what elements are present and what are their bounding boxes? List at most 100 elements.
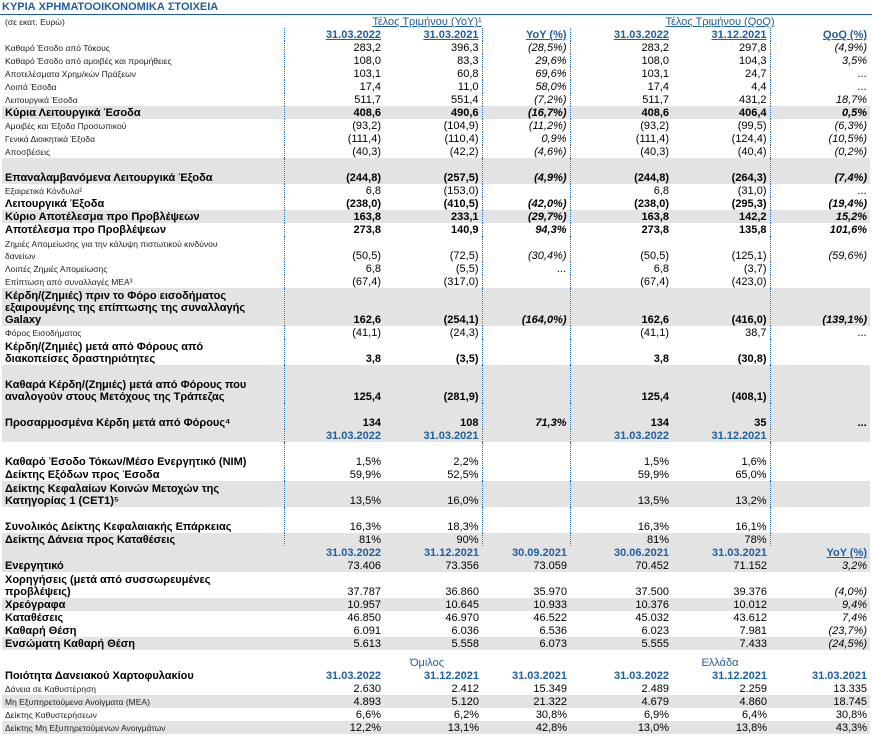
value-cell	[770, 442, 870, 468]
value-cell	[770, 507, 870, 533]
value-cell: (264,3)	[672, 158, 771, 184]
value-cell: ...	[857, 81, 868, 93]
label-text: Γενικά Διοικητικά Έξοδα	[5, 134, 96, 144]
value-cell: (238,0)	[283, 197, 384, 210]
value-cell: (111,4)	[283, 132, 384, 145]
value-cell	[482, 184, 570, 197]
value-cell: 163,8	[283, 210, 384, 223]
row-label: Δείκτης Καθυστερήσεων	[2, 708, 284, 721]
table-row: Ενεργητικό 73.406 73.356 73.059 70.452 71.152…	[2, 559, 871, 572]
value-cell: 10.933	[482, 598, 571, 611]
column-header	[482, 429, 571, 442]
value-cell: 6.036	[451, 625, 479, 637]
value-cell: 45.032	[635, 612, 670, 624]
column-header: 31.12.2021	[672, 28, 771, 41]
value-cell: 10.012	[672, 598, 771, 611]
label-text: Επαναλαμβανόμενα Λειτουργικά Έξοδα	[5, 172, 213, 184]
column-header: 31.12.2021	[423, 670, 479, 682]
column-header: 30.06.2021	[570, 546, 673, 559]
column-header: 31.03.2021	[384, 429, 483, 442]
value-cell: 104,3	[672, 54, 771, 67]
value-cell: 38,7	[672, 326, 771, 339]
label-text: Εξαιρετικά Κόνδυλα²	[5, 186, 83, 196]
value-cell: 4.679	[570, 695, 673, 708]
value-cell: 6,8	[569, 262, 673, 275]
label-text: Δείκτης Δάνεια προς Καταθέσεις	[5, 534, 176, 546]
value-cell: 30,8%	[835, 709, 868, 721]
value-cell: 6,4%	[741, 709, 768, 721]
column-header: 31.03.2022	[283, 429, 384, 442]
value-cell: 94,3%	[535, 224, 567, 236]
row-label: Κύριο Αποτέλεσμα προ Προβλέψεων	[2, 210, 284, 223]
value-cell: 135,8	[672, 223, 771, 236]
value-cell: 4,4	[672, 80, 771, 93]
label-text: Αποτελέσματα Χρημ/κών Πράξεων	[5, 69, 137, 79]
value-cell: 39.376	[733, 586, 768, 598]
value-cell: (29,7%)	[482, 210, 571, 223]
value-cell: 13,8%	[672, 721, 771, 734]
label-text: Αποτέλεσμα προ Προβλέψεων	[5, 224, 166, 236]
row-label: Ζημιές Απομείωσης για την κάλυψη πιστωτι…	[2, 236, 284, 262]
value-cell: 3,5%	[841, 55, 868, 67]
label-text: Δάνεια σε Καθυστέρηση	[5, 684, 96, 694]
column-header: 31.03.2022	[284, 546, 384, 559]
value-cell: (416,0)	[672, 288, 771, 326]
row-label: Προσαρμοσμένα Κέρδη μετά από Φόρους⁴	[2, 403, 284, 429]
value-cell: 6,2%	[453, 709, 479, 721]
value-cell: (50,5)	[569, 236, 673, 262]
row-label: Δείκτης Εξόδων προς Έσοδα	[2, 468, 284, 481]
table-row: Καθαρό Έσοδο Τόκων/Μέσο Ενεργητικό (NIM)…	[2, 442, 870, 468]
row-label: Επίπτωση από συναλλαγές ΜΕΑ³	[2, 275, 284, 288]
row-label: Καθαρά Κέρδη/(Ζημιές) μετά από Φόρους πο…	[2, 365, 284, 403]
value-cell: 18,7%	[835, 94, 868, 106]
value-cell: (10,5%)	[828, 133, 868, 145]
row-label: Κέρδη/(Ζημιές) πριν το Φόρο εισοδήματος …	[2, 288, 284, 326]
value-cell: 24,7	[672, 67, 771, 80]
value-cell: 6.091	[353, 625, 381, 637]
label-text: Επίπτωση από συναλλαγές ΜΕΑ³	[5, 277, 133, 287]
value-cell: (19,4%)	[828, 198, 868, 210]
value-cell: 511,7	[283, 93, 384, 106]
row-label: Καταθέσεις	[2, 611, 284, 624]
value-cell: 17,4	[569, 80, 673, 93]
table-row: Ποιότητα Δανειακού Χαρτοφυλακίου 31.03.20…	[2, 669, 870, 682]
value-cell: 12,2%	[284, 721, 384, 734]
value-cell: 18,3%	[384, 507, 483, 533]
value-cell: 13,1%	[384, 721, 482, 734]
value-cell: 103,1	[283, 67, 384, 80]
table-row: Ενσώματη Καθαρή Θέση 5.613 5.558 6.073 5.555…	[2, 637, 871, 650]
value-cell: (257,5)	[384, 158, 483, 184]
value-cell: 73.059	[482, 559, 571, 572]
value-cell: (238,0)	[569, 197, 673, 210]
table-row: 31.03.2022 31.03.2021 31.03.2022 31.12.2021	[2, 429, 871, 442]
label-text: Κύρια Λειτουργικά Έσοδα	[5, 107, 141, 119]
value-cell: 59,9%	[283, 468, 384, 481]
value-cell: 5.555	[570, 637, 673, 650]
value-cell: 65,0%	[672, 468, 771, 481]
value-cell: 6.536	[539, 625, 568, 637]
label-text: Δείκτης Κεφαλαίων Κοινών Μετοχών της Κατ…	[5, 483, 220, 507]
row-label: Δείκτης Δάνεια προς Καταθέσεις	[2, 533, 284, 546]
table-row: Γενικά Διοικητικά Έξοδα (111,4) (110,4) 0,9…	[2, 132, 870, 145]
column-header: 31.12.2021	[711, 670, 768, 682]
table-row: Φόρος Εισοδήματος (41,1) (24,3) (41,1) 38,7.…	[2, 326, 870, 339]
table-row: Λοιπά Έσοδα 17,4 11,0 58,0% 17,4 4,4...	[2, 80, 870, 93]
value-cell: 30,8%	[535, 709, 568, 721]
value-cell: 3,2%	[770, 559, 871, 572]
value-cell: ...	[857, 68, 868, 80]
label-text: Ενσώματη Καθαρή Θέση	[5, 638, 135, 650]
column-header: 31.03.2021	[672, 546, 771, 559]
table-row: Δείκτης Εξόδων προς Έσοδα 59,9% 52,5% 59,9%…	[2, 468, 870, 481]
value-cell: (125,1)	[672, 236, 771, 262]
table-row: Συνολικός Δείκτης Κεφαλαιακής Επάρκειας 1…	[2, 507, 870, 533]
value-cell: 37.787	[347, 586, 381, 598]
table-row: 31.03.2022 31.03.2021 YoY (%) 31.03.2022 31.…	[2, 28, 870, 41]
table-row: Χορηγήσεις (μετά από συσσωρευμένες προβλ…	[2, 572, 870, 598]
table-row: Λειτουργικά Έσοδα 511,7 551,4 (7,2%) 511,7 43…	[2, 93, 870, 106]
table-row: Αποσβέσεις (40,3) (42,2) (4,6%) (40,3) (40,4)…	[2, 145, 870, 158]
table-row: Κύριο Αποτέλεσμα προ Προβλέψεων 163,8 233,…	[2, 210, 871, 223]
table-row: Καθαρή Θέση 6.091 6.036 6.536 6.023 7.981 (23,…	[2, 624, 870, 637]
label-text: Μη Εξυπηρετούμενα Ανοίγματα (ΜΕΑ)	[5, 697, 150, 707]
value-cell: 6,9%	[643, 709, 670, 721]
value-cell: 16,3%	[569, 507, 673, 533]
